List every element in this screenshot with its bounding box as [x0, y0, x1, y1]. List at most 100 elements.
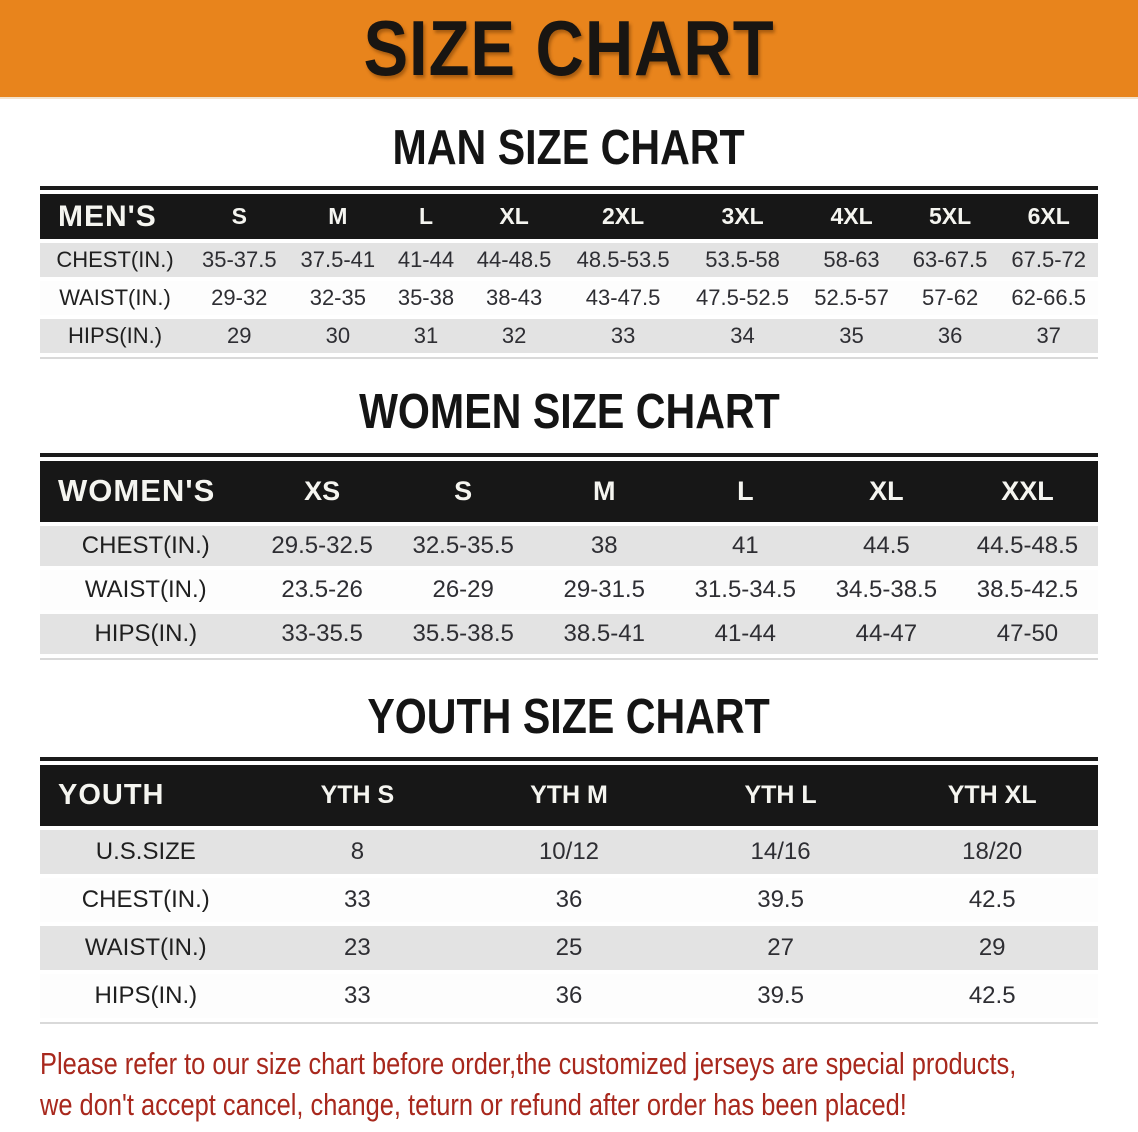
disclaimer-line-1: Please refer to our size chart before or…: [40, 1046, 1017, 1082]
size-value: 35: [839, 323, 864, 349]
youth-size-section: YOUTH SIZE CHART YOUTH YTH S YTH M YTH L YTH…: [0, 689, 1138, 1025]
row-label: CHEST(IN.): [81, 531, 210, 559]
page-title: SIZE CHART: [363, 5, 775, 92]
size-column-header: 3XL: [682, 194, 803, 240]
size-value: 35-38: [397, 285, 455, 311]
men-size-table: MEN'S S M L XL 2XL 3XL 4XL 5XL 6XL CHEST(IN.) 35-37…: [40, 186, 1098, 360]
size-column-header: YTH S: [251, 765, 464, 827]
size-column-header: XXL: [956, 460, 1098, 522]
size-value: 42.5: [968, 982, 1016, 1010]
size-value: 10/12: [538, 838, 600, 866]
size-column-header: 2XL: [563, 194, 683, 240]
size-value: 35-37.5: [201, 247, 277, 273]
size-value: 18/20: [962, 838, 1023, 866]
size-value: 29.5-32.5: [271, 531, 373, 559]
size-column-header: XL: [464, 194, 564, 240]
size-value: 44.5-48.5: [976, 531, 1079, 559]
size-value: 36: [555, 886, 583, 914]
size-value: 29-32: [211, 285, 268, 311]
table-row: WAIST(IN.) 23 25 27 29: [40, 926, 1098, 971]
size-value: 63-67.5: [912, 247, 988, 273]
table-row: U.S.SIZE 8 10/12 14/16 18/20: [40, 830, 1098, 875]
size-column-header: L: [387, 194, 465, 240]
size-value: 52.5-57: [814, 285, 889, 311]
size-value: 23: [344, 934, 371, 962]
size-value: 39.5: [757, 886, 804, 914]
size-value: 53.5-58: [705, 247, 780, 273]
size-value: 44-48.5: [476, 247, 552, 273]
women-section-heading: WOMEN SIZE CHART: [358, 385, 780, 440]
size-value: 34.5-38.5: [835, 575, 938, 603]
size-column-header: L: [674, 460, 816, 522]
table-row: CHEST(IN.) 35-37.5 37.5-41 41-44 44-48.5 48.5…: [40, 243, 1098, 278]
size-value: 23.5-26: [281, 575, 363, 603]
women-size-table: WOMEN'S XS S M L XL XXL CHEST(IN.) 29.5-32.5 32.5…: [40, 452, 1098, 660]
size-value: 33: [344, 982, 371, 1010]
size-value: 39.5: [757, 982, 804, 1010]
row-label: WAIST(IN.): [84, 575, 207, 603]
size-value: 62-66.5: [1011, 285, 1086, 311]
size-value: 35.5-38.5: [412, 619, 514, 647]
row-label: U.S.SIZE: [95, 838, 196, 866]
size-value: 37: [1036, 323, 1061, 349]
size-value: 38.5-41: [563, 619, 645, 647]
row-label: CHEST(IN.): [81, 886, 210, 914]
size-value: 32.5-35.5: [412, 531, 514, 559]
table-title-cell: MEN'S: [40, 194, 190, 240]
table-row: WAIST(IN.) 29-32 32-35 35-38 38-43 43-47.5 47.…: [40, 281, 1098, 316]
size-value: 30: [325, 323, 351, 349]
size-column-header: XS: [251, 460, 393, 522]
table-header-row: WOMEN'S XS S M L XL XXL: [40, 460, 1098, 522]
women-size-section: WOMEN SIZE CHART WOMEN'S XS S M L XL XXL CHEST(…: [0, 385, 1138, 660]
table-row: WAIST(IN.) 23.5-26 26-29 29-31.5 31.5-34.5 34…: [40, 569, 1098, 610]
size-value: 44-47: [855, 619, 918, 647]
size-column-header: M: [288, 194, 388, 240]
size-value: 36: [555, 982, 583, 1010]
men-size-section: MAN SIZE CHART MEN'S S M L XL 2XL 3XL 4XL 5XL 6XL…: [0, 121, 1138, 360]
size-column-header: XL: [815, 460, 957, 522]
size-value: 67.5-72: [1011, 247, 1086, 273]
size-value: 37.5-41: [300, 247, 376, 273]
size-value: 38-43: [485, 285, 543, 311]
size-value: 25: [555, 934, 583, 962]
size-column-header: M: [533, 460, 675, 522]
size-value: 27: [767, 934, 794, 962]
size-value: 8: [350, 838, 365, 866]
table-row: HIPS(IN.) 33-35.5 35.5-38.5 38.5-41 41-44 44-…: [40, 613, 1098, 654]
youth-section-heading: YOUTH SIZE CHART: [367, 689, 771, 744]
row-label: WAIST(IN.): [59, 285, 171, 311]
men-section-heading: MAN SIZE CHART: [392, 121, 746, 175]
size-value: 44.5: [863, 531, 910, 559]
size-value: 58-63: [823, 247, 880, 273]
size-value: 29: [227, 323, 252, 349]
size-column-header: 4XL: [802, 194, 901, 240]
table-row: CHEST(IN.) 29.5-32.5 32.5-35.5 38 41 44.5 44.5…: [40, 525, 1098, 566]
size-value: 41: [731, 531, 759, 559]
row-label: WAIST(IN.): [84, 934, 207, 962]
size-value: 48.5-53.5: [576, 247, 670, 273]
size-value: 32-35: [309, 285, 366, 311]
table-row: HIPS(IN.) 33 36 39.5 42.5: [40, 974, 1098, 1019]
order-disclaimer: Please refer to our size chart before or…: [40, 1044, 1138, 1126]
size-value: 41-44: [714, 619, 776, 647]
table-title-cell: YOUTH: [40, 765, 252, 827]
size-value: 36: [937, 323, 963, 349]
disclaimer-line-2: we don't accept cancel, change, teturn o…: [40, 1087, 907, 1123]
size-value: 33: [610, 323, 636, 349]
size-column-header: S: [190, 194, 289, 240]
size-value: 41-44: [397, 247, 455, 273]
size-value: 31.5-34.5: [694, 575, 797, 603]
size-value: 14/16: [750, 838, 811, 866]
size-value: 33: [344, 886, 371, 914]
table-header-row: YOUTH YTH S YTH M YTH L YTH XL: [40, 765, 1098, 827]
size-value: 34: [730, 323, 755, 349]
size-value: 47.5-52.5: [696, 285, 790, 311]
row-label: CHEST(IN.): [56, 247, 174, 273]
row-label: HIPS(IN.): [67, 323, 163, 349]
size-column-header: YTH L: [674, 765, 887, 827]
size-value: 33-35.5: [281, 619, 363, 647]
table-row: CHEST(IN.) 33 36 39.5 42.5: [40, 878, 1098, 923]
size-value: 32: [501, 323, 527, 349]
size-value: 29: [978, 934, 1006, 962]
size-value: 26-29: [432, 575, 494, 603]
